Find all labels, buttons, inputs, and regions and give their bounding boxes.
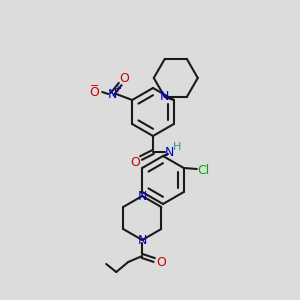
- Text: H: H: [173, 142, 181, 152]
- Text: N: N: [164, 146, 174, 158]
- Text: −: −: [89, 81, 99, 91]
- Text: +: +: [113, 84, 121, 94]
- Text: N: N: [137, 190, 147, 202]
- Text: Cl: Cl: [198, 164, 210, 176]
- Text: N: N: [137, 233, 147, 247]
- Text: N: N: [107, 88, 117, 100]
- Text: N: N: [160, 91, 170, 103]
- Text: O: O: [156, 256, 166, 269]
- Text: O: O: [119, 73, 129, 85]
- Text: O: O: [89, 85, 99, 98]
- Text: O: O: [130, 155, 140, 169]
